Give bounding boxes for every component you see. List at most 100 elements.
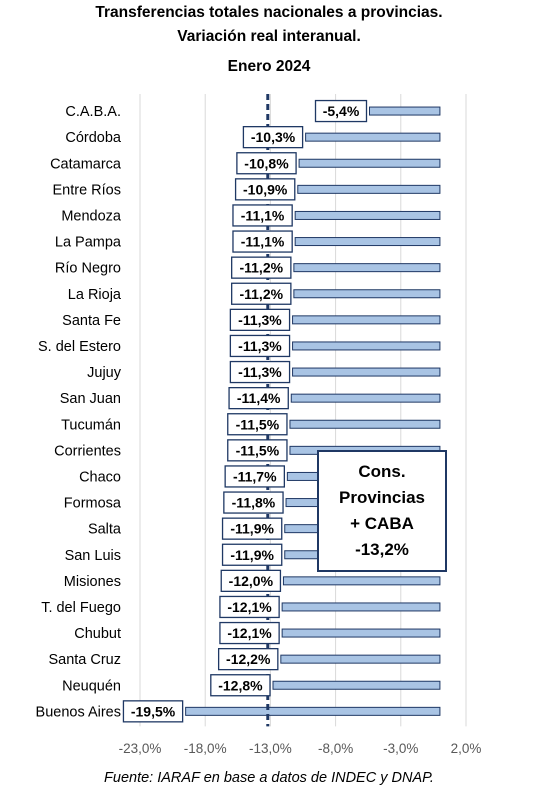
callout-box: Cons. Provincias + CABA -13,2% — [317, 450, 447, 572]
bar — [293, 263, 441, 273]
category-label: Buenos Aires — [36, 704, 121, 720]
bar — [289, 419, 441, 429]
data-label-box — [220, 569, 282, 592]
chart-title-line3: Enero 2024 — [227, 58, 311, 75]
bar-chart: -23,0% -18,0% -13,0% -8,0% -3,0% 2,0% C.A.B.A.… — [36, 94, 482, 756]
bar — [292, 367, 441, 377]
bar — [281, 628, 441, 638]
bar — [298, 158, 441, 168]
category-label: Mendoza — [61, 208, 122, 224]
x-tick-label: -13,0% — [249, 741, 292, 756]
bar — [369, 106, 441, 116]
category-label: Tucumán — [61, 417, 121, 433]
category-label: Neuquén — [62, 678, 121, 694]
category-label: Corrientes — [54, 443, 121, 459]
category-label: Formosa — [64, 496, 122, 512]
data-label-box — [232, 204, 293, 227]
data-label: -11,2% — [239, 286, 283, 302]
source-note: Fuente: IARAF en base a datos de INDEC y… — [104, 770, 434, 786]
x-tick-label: -8,0% — [318, 741, 353, 756]
bar — [280, 654, 441, 664]
data-label-box — [219, 595, 280, 619]
bar — [185, 706, 441, 716]
data-label-box — [236, 152, 297, 175]
callout-line2: Provincias — [339, 488, 425, 507]
data-label: -11,9% — [230, 521, 274, 537]
data-label-box — [229, 334, 291, 358]
category-label: Chubut — [74, 626, 121, 642]
data-label: -11,4% — [237, 390, 281, 406]
data-label-box — [223, 491, 284, 514]
category-label: Santa Fe — [62, 313, 121, 329]
data-label-box — [122, 700, 184, 723]
data-label-box — [231, 282, 292, 305]
category-label: Córdoba — [65, 130, 122, 146]
bar — [272, 680, 441, 690]
data-label: -12,0% — [229, 573, 274, 589]
data-label-box — [314, 99, 368, 123]
data-label: -10,3% — [251, 129, 296, 145]
data-label-box — [227, 439, 288, 462]
category-label: Jujuy — [87, 365, 122, 381]
x-tick-label: 2,0% — [451, 741, 482, 756]
data-label-box — [227, 413, 288, 436]
data-label-box — [210, 674, 271, 697]
data-label: -11,1% — [241, 234, 285, 250]
data-label-box — [231, 256, 292, 279]
data-label: -11,3% — [238, 364, 282, 380]
data-label: -11,9% — [230, 547, 274, 563]
data-label-box — [234, 178, 296, 201]
data-label-box — [229, 308, 291, 332]
bar — [290, 393, 441, 403]
data-label: -10,9% — [243, 181, 288, 197]
data-label: -12,2% — [226, 651, 271, 667]
bar — [282, 576, 441, 586]
data-label-box — [229, 360, 291, 384]
data-label: -11,5% — [236, 442, 280, 458]
x-tick-label: -23,0% — [119, 741, 162, 756]
category-label: Santa Cruz — [48, 652, 121, 668]
callout-line1: Cons. — [358, 462, 406, 481]
bar — [294, 210, 441, 220]
data-label-box — [221, 543, 283, 566]
data-label: -11,5% — [236, 416, 280, 432]
bar — [281, 602, 441, 612]
callout-line3: + CABA — [350, 514, 414, 533]
data-label: -12,1% — [227, 625, 272, 641]
data-label-box — [228, 386, 289, 410]
category-label: Entre Ríos — [53, 182, 122, 198]
category-label: Chaco — [79, 469, 121, 485]
data-label: -12,1% — [227, 599, 272, 615]
category-label: S. del Estero — [38, 339, 121, 355]
category-label: San Juan — [60, 391, 121, 407]
category-label: Misiones — [64, 574, 121, 590]
data-label: -11,3% — [238, 312, 282, 328]
data-label: -5,4% — [323, 103, 360, 119]
data-label: -11,8% — [232, 495, 276, 511]
category-label: La Pampa — [55, 235, 122, 251]
x-tick-label: -3,0% — [383, 741, 418, 756]
x-tick-label: -18,0% — [184, 741, 227, 756]
data-label: -11,2% — [239, 260, 283, 276]
bar — [292, 315, 441, 325]
data-label-box — [219, 621, 280, 645]
data-label: -11,3% — [238, 338, 282, 354]
bar — [292, 341, 441, 351]
bar — [305, 132, 441, 142]
category-label: Salta — [88, 522, 122, 538]
callout-line4: -13,2% — [355, 540, 409, 559]
chart-title-line2: Variación real interanual. — [177, 28, 361, 45]
bar — [294, 237, 441, 247]
data-label: -12,8% — [218, 677, 263, 693]
category-label: C.A.B.A. — [65, 104, 121, 120]
data-label-box — [224, 465, 286, 488]
data-label: -11,7% — [233, 468, 277, 484]
data-label: -19,5% — [131, 703, 176, 719]
category-label: T. del Fuego — [41, 600, 121, 616]
category-label: San Luis — [65, 548, 121, 564]
data-label-box — [217, 648, 279, 671]
category-label: La Rioja — [68, 287, 122, 303]
category-label: Catamarca — [50, 156, 122, 172]
bar — [297, 184, 441, 194]
category-label: Río Negro — [55, 261, 121, 277]
